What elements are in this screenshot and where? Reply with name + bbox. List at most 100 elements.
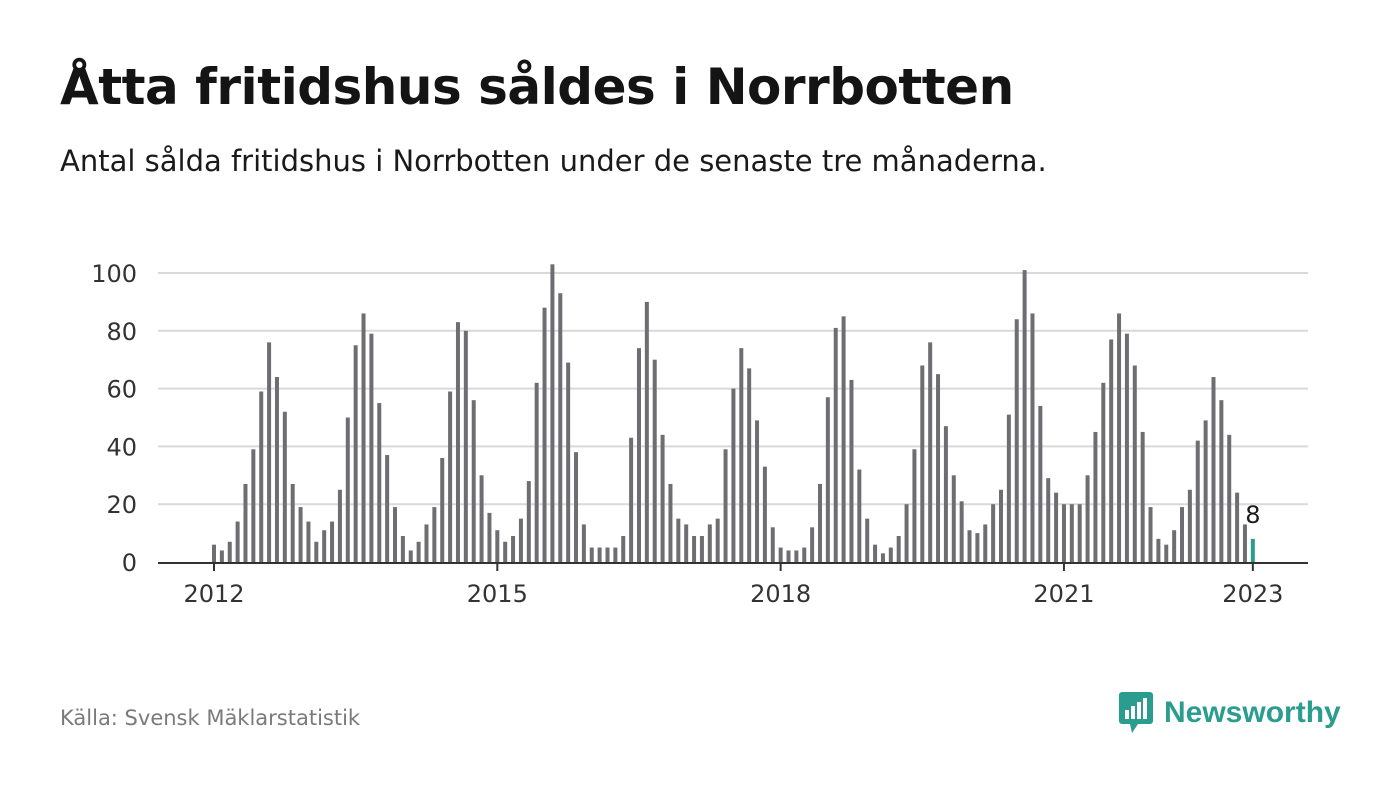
bar	[605, 547, 610, 562]
bar	[959, 501, 964, 562]
bar	[259, 391, 264, 562]
bar	[369, 333, 374, 562]
bar	[786, 550, 791, 562]
newsworthy-wordmark: Newsworthy	[1164, 696, 1341, 729]
bar	[817, 483, 822, 562]
bar	[1242, 524, 1247, 562]
bar	[731, 388, 736, 562]
bar	[448, 391, 453, 562]
bar	[975, 533, 980, 562]
bar	[699, 535, 704, 562]
bar	[235, 521, 240, 562]
bar	[723, 449, 728, 562]
bar	[550, 264, 555, 562]
bar	[424, 524, 429, 562]
bar	[999, 489, 1003, 562]
y-tick-label: 40	[106, 433, 137, 461]
bar	[589, 547, 594, 562]
bar	[991, 504, 996, 562]
bar	[1117, 313, 1122, 562]
highlight-data-label: 8	[1245, 501, 1260, 529]
bar	[534, 382, 539, 562]
bar	[511, 535, 516, 562]
x-tick-label: 2015	[467, 580, 528, 608]
bar	[400, 535, 405, 562]
y-tick-label: 100	[91, 260, 137, 288]
bar	[636, 348, 641, 562]
bar	[715, 518, 720, 562]
y-tick-label: 0	[122, 549, 137, 577]
bar	[660, 434, 665, 562]
bar	[1227, 434, 1232, 562]
bar	[833, 327, 838, 562]
bar	[825, 397, 830, 562]
bar	[212, 544, 216, 562]
x-tick-label: 2018	[750, 580, 811, 608]
bar	[692, 535, 697, 562]
bar	[542, 307, 547, 562]
newsworthy-logo-icon	[1119, 692, 1153, 733]
bar	[1211, 377, 1216, 562]
bar	[644, 301, 649, 562]
bar	[1187, 489, 1192, 562]
bar	[747, 368, 752, 562]
bar	[1061, 504, 1066, 562]
bar	[755, 420, 760, 562]
newsworthy-logo[interactable]: Newsworthy	[1118, 690, 1341, 736]
bar	[912, 449, 917, 562]
bar	[1085, 475, 1090, 562]
bar	[574, 452, 579, 562]
bar	[471, 400, 476, 562]
bar	[298, 507, 303, 562]
chart-title: Åtta fritidshus såldes i Norrbotten	[60, 58, 1014, 116]
bar	[518, 518, 523, 562]
bar	[928, 342, 933, 562]
y-tick-label: 80	[106, 318, 137, 346]
bar	[802, 547, 807, 562]
bar	[873, 544, 878, 562]
bar	[967, 530, 972, 562]
source-note: Källa: Svensk Mäklarstatistik	[60, 706, 361, 730]
bar	[707, 524, 712, 562]
bar	[416, 541, 421, 562]
bar	[337, 489, 342, 562]
bar	[778, 547, 783, 562]
bar	[1093, 431, 1098, 562]
bar	[463, 330, 468, 562]
bar	[274, 377, 279, 562]
bar	[581, 524, 586, 562]
bar	[621, 535, 626, 562]
bar	[385, 455, 390, 562]
bar	[849, 379, 854, 562]
bar	[770, 527, 775, 562]
bar	[251, 449, 256, 562]
bar	[1030, 313, 1035, 562]
highlight-bar	[1250, 538, 1255, 562]
bar	[684, 524, 689, 562]
bar	[1172, 530, 1177, 562]
bar	[1195, 440, 1200, 562]
bar	[1219, 400, 1224, 562]
bar	[762, 466, 767, 562]
bar	[888, 547, 893, 562]
bar	[393, 507, 398, 562]
bar	[526, 481, 531, 562]
bar	[1180, 507, 1185, 562]
bar	[841, 316, 846, 562]
bar	[904, 504, 909, 562]
bar	[1140, 431, 1145, 562]
bar	[810, 527, 815, 562]
bar	[455, 322, 460, 562]
bar	[314, 541, 319, 562]
bar	[479, 475, 484, 562]
y-tick-label: 60	[106, 376, 137, 404]
bar	[243, 483, 248, 562]
bar	[1038, 405, 1043, 562]
bar	[676, 518, 681, 562]
bar	[1101, 382, 1106, 562]
bar	[1054, 492, 1059, 562]
bar	[794, 550, 799, 562]
bar	[920, 365, 925, 562]
bar	[503, 541, 508, 562]
